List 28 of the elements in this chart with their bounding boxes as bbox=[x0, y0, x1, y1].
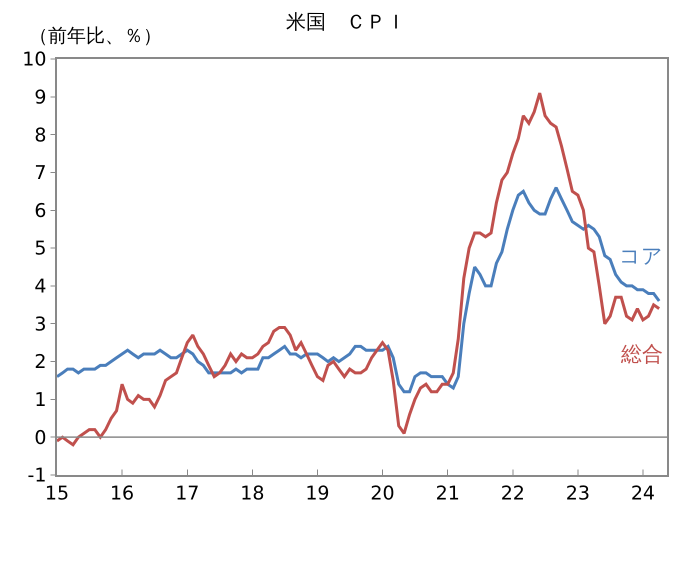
y-tick-label: 5 bbox=[34, 238, 46, 260]
x-tick-label: 21 bbox=[436, 482, 460, 505]
y-tick-label: 3 bbox=[34, 313, 46, 336]
x-tick-label: 17 bbox=[175, 482, 200, 505]
y-axis-title: （前年比、％） bbox=[29, 25, 162, 47]
x-tick-label: 18 bbox=[240, 482, 264, 505]
x-tick-label: 19 bbox=[305, 482, 330, 505]
x-tick-label: 24 bbox=[630, 482, 656, 505]
x-tick-label: 22 bbox=[500, 482, 525, 505]
y-tick-label: 7 bbox=[34, 162, 46, 184]
series-label: コア bbox=[619, 244, 663, 268]
y-tick-label: 6 bbox=[34, 200, 46, 222]
y-tick-label: 10 bbox=[22, 48, 46, 71]
x-tick-label: 23 bbox=[566, 482, 590, 505]
line-series bbox=[57, 186, 661, 394]
x-tick-label: 20 bbox=[370, 482, 395, 505]
y-tick-label: 4 bbox=[34, 276, 46, 298]
line-series bbox=[57, 92, 661, 446]
y-tick-label: 1 bbox=[34, 389, 46, 412]
chart-title: 米国 ＣＰＩ bbox=[286, 10, 406, 34]
y-tick-label: 9 bbox=[34, 86, 46, 108]
x-tick-label: 15 bbox=[44, 482, 70, 505]
y-tick-label: 0 bbox=[34, 426, 46, 449]
y-tick-label: -1 bbox=[27, 464, 46, 487]
series-label: 総合 bbox=[620, 342, 663, 366]
y-tick-label: 2 bbox=[34, 351, 46, 374]
x-tick-label: 16 bbox=[110, 482, 134, 505]
y-tick-label: 8 bbox=[34, 124, 46, 146]
